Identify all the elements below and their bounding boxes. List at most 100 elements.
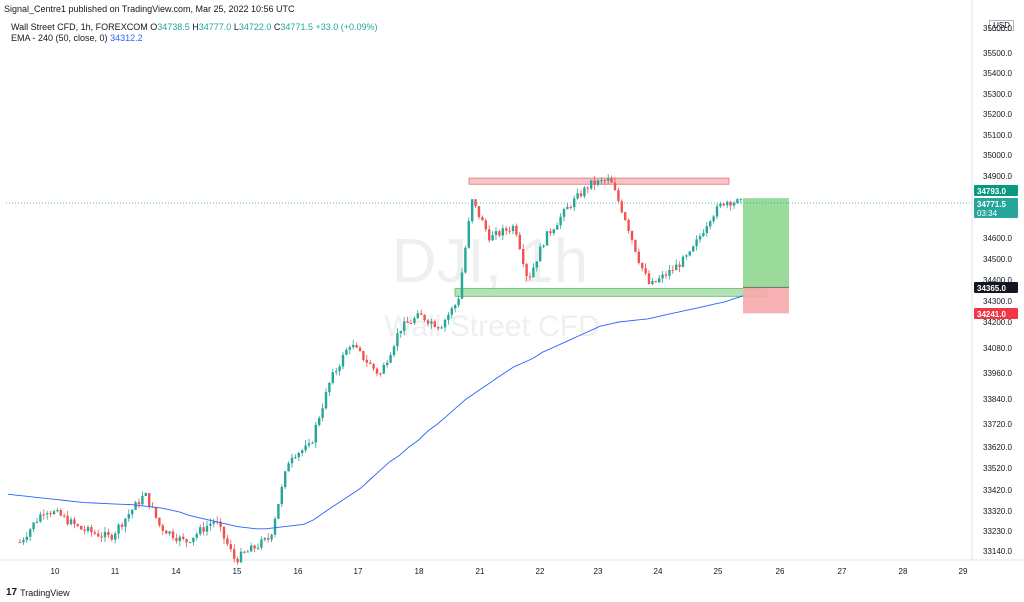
candle-body xyxy=(522,249,525,265)
candle-body xyxy=(617,190,620,202)
candle-body xyxy=(362,351,365,360)
candle-body xyxy=(205,525,209,532)
candle-body xyxy=(307,443,311,446)
candle-body xyxy=(137,502,141,505)
x-tick-label: 16 xyxy=(294,567,303,576)
price-label-box xyxy=(974,198,1018,218)
ema-legend[interactable]: EMA - 240 (50, close, 0) 34312.2 xyxy=(11,33,143,43)
candle-body xyxy=(675,264,678,271)
candle-body xyxy=(59,510,62,516)
candle-body xyxy=(236,558,239,563)
candle-body xyxy=(651,281,654,284)
candle-body xyxy=(73,519,76,525)
candle-body xyxy=(165,530,168,534)
candle-body xyxy=(199,527,202,534)
candle-body xyxy=(161,525,164,531)
candle-body xyxy=(457,298,460,306)
candle-body xyxy=(678,264,681,267)
candle-body xyxy=(297,453,300,458)
candle-body xyxy=(528,276,532,278)
candle-body xyxy=(256,547,260,549)
y-tick-label: 35300.0 xyxy=(983,90,1012,99)
candle-body xyxy=(576,193,579,199)
candle-body xyxy=(335,371,338,373)
candle-body xyxy=(280,486,283,505)
candle-body xyxy=(464,247,467,273)
candle-body xyxy=(460,272,464,299)
candle-body xyxy=(443,319,447,328)
y-tick-label: 34400.0 xyxy=(983,276,1012,285)
candle-body xyxy=(195,533,198,538)
candle-body xyxy=(294,457,297,459)
candle-body xyxy=(535,261,538,268)
candle-body xyxy=(97,533,100,537)
candle-body xyxy=(705,226,708,233)
candle-body xyxy=(661,274,664,279)
candle-body xyxy=(392,346,396,355)
candle-body xyxy=(372,363,375,369)
watermark-name: Wall Street CFD xyxy=(384,310,600,343)
candle-body xyxy=(49,513,52,515)
x-tick-label: 25 xyxy=(714,567,723,576)
candle-body xyxy=(630,230,634,240)
candle-body xyxy=(647,273,651,284)
candle-body xyxy=(148,493,151,507)
candle-body xyxy=(545,231,549,246)
candle-body xyxy=(539,246,542,262)
candle-body xyxy=(566,207,569,210)
candle-body xyxy=(100,536,103,538)
candle-body xyxy=(144,493,147,496)
candle-body xyxy=(430,321,433,324)
candle-body xyxy=(345,349,348,355)
candle-body xyxy=(39,514,42,522)
x-tick-label: 10 xyxy=(51,567,60,576)
candle-body xyxy=(338,366,341,372)
candle-body xyxy=(569,207,572,209)
low-value: 34722.0 xyxy=(238,22,272,32)
candle-body xyxy=(229,544,232,550)
candle-body xyxy=(42,514,45,516)
candle-body xyxy=(83,529,86,531)
currency-badge[interactable]: USD xyxy=(989,20,1014,31)
candle-body xyxy=(732,203,736,206)
candle-body xyxy=(467,221,470,248)
candle-body xyxy=(726,201,729,206)
candle-body xyxy=(573,198,576,208)
candle-body xyxy=(722,203,725,206)
candle-body xyxy=(607,178,610,181)
x-tick-label: 18 xyxy=(415,567,424,576)
candle-body xyxy=(110,534,113,540)
x-tick-label: 24 xyxy=(654,567,663,576)
candle-body xyxy=(290,457,294,464)
candle-body xyxy=(559,216,562,226)
candle-body xyxy=(399,330,402,334)
candle-body xyxy=(471,199,474,222)
x-tick-label: 22 xyxy=(536,567,545,576)
price-label-countdown: 03:34 xyxy=(977,209,998,218)
candle-body xyxy=(188,542,192,544)
candle-body xyxy=(171,531,175,539)
candle-body xyxy=(66,515,69,525)
candle-body xyxy=(596,180,600,185)
candle-body xyxy=(620,201,623,213)
candle-body xyxy=(46,513,49,515)
candle-body xyxy=(103,532,107,538)
candle-body xyxy=(426,320,430,324)
candle-body xyxy=(226,538,229,545)
high-value: 34777.0 xyxy=(198,22,232,32)
y-tick-label: 35000.0 xyxy=(983,151,1012,160)
candle-body xyxy=(688,251,691,256)
candle-body xyxy=(403,321,406,331)
candle-body xyxy=(433,321,436,328)
candle-body xyxy=(301,450,304,454)
ema-label: EMA - 240 (50, close, 0) xyxy=(11,33,108,43)
candle-body xyxy=(273,518,277,535)
candle-body xyxy=(348,347,351,350)
candle-body xyxy=(413,318,416,323)
chart-header: Signal_Centre1 published on TradingView.… xyxy=(4,4,295,15)
candle-body xyxy=(593,180,596,185)
candle-body xyxy=(56,510,59,512)
y-tick-label: 34600.0 xyxy=(983,234,1012,243)
candle-body xyxy=(644,268,647,274)
